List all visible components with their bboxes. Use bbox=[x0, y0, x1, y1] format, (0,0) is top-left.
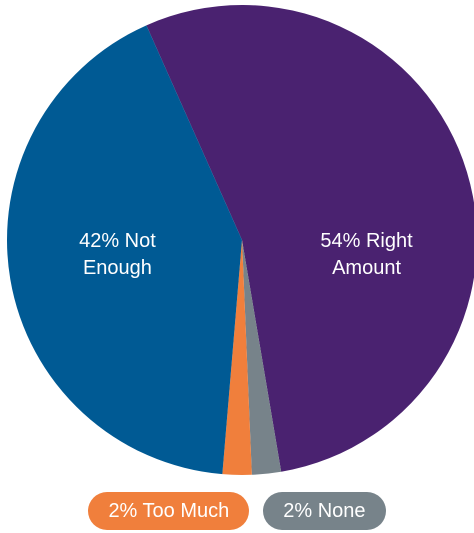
pie-chart bbox=[7, 5, 474, 475]
value-label: 42% bbox=[79, 230, 120, 252]
pie-slice bbox=[146, 5, 474, 472]
category-label: Too Much bbox=[142, 500, 230, 522]
small-slice-labels: 2% Too Much 2% None bbox=[0, 492, 474, 532]
pie-slice bbox=[7, 25, 242, 475]
category-label: Right Amount bbox=[332, 230, 413, 279]
slice-pill-label: 2% None bbox=[263, 492, 386, 530]
slice-label: 42% Not Enough bbox=[52, 228, 182, 282]
slice-label: 54% Right Amount bbox=[302, 228, 432, 282]
value-label: 54% bbox=[320, 230, 361, 252]
value-label: 2% bbox=[108, 500, 138, 522]
value-label: 2% bbox=[283, 500, 313, 522]
category-label: None bbox=[317, 500, 366, 522]
pie-slice bbox=[222, 240, 252, 475]
slice-pill-label: 2% Too Much bbox=[88, 492, 250, 530]
pie-slice bbox=[242, 240, 282, 475]
category-label: Not Enough bbox=[82, 230, 156, 279]
